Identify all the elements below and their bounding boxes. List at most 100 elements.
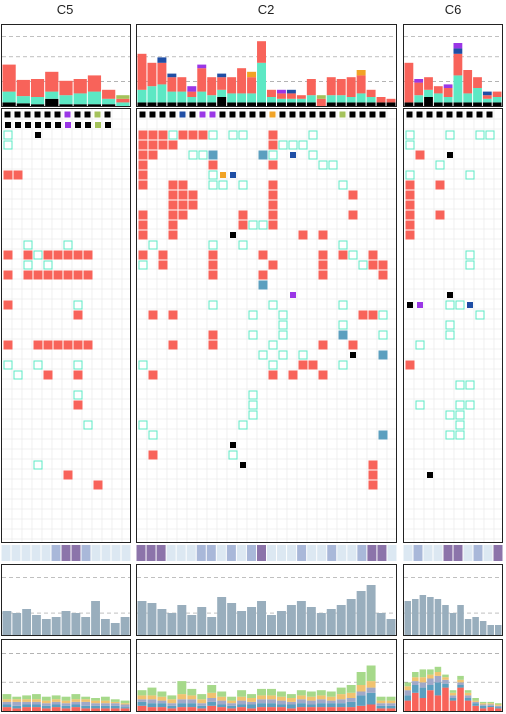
top-bar-black — [414, 102, 424, 106]
top-bar-teal — [336, 95, 346, 103]
cell-mutation-navy — [467, 302, 473, 308]
legend-marker — [339, 111, 346, 118]
top-bar-red — [87, 75, 102, 92]
stacked-bar-segment — [247, 704, 257, 709]
stacked-bar-segment — [356, 672, 366, 685]
top-bar-black — [30, 104, 45, 106]
cell-mutation-teal — [445, 410, 455, 420]
cell-mutation-teal — [378, 330, 388, 340]
stacked-bar-segment — [81, 699, 91, 702]
cell-mutation-teal — [455, 410, 465, 420]
top-bar-red — [177, 77, 187, 92]
gray-bar — [120, 617, 130, 635]
cell-mutation-red — [138, 180, 148, 190]
stacked-bar-segment — [2, 701, 12, 705]
annotation-strip-cell — [297, 545, 307, 561]
panel-title-c2: C2 — [258, 2, 275, 17]
top-bar-teal — [177, 91, 187, 103]
stacked-bar-segment — [147, 699, 157, 704]
stacked-bar-segment — [412, 685, 419, 693]
stacked-bar-segment — [376, 705, 386, 709]
cell-mutation-red — [405, 220, 415, 230]
annotation-strip-cell — [473, 545, 483, 561]
cell-mutation-red — [188, 190, 198, 200]
stacked-bar-segment — [237, 690, 247, 697]
cell-mutation-red — [298, 230, 308, 240]
annotation-strip-cell — [246, 545, 256, 561]
legend-marker — [279, 111, 286, 118]
top-bar-teal — [306, 95, 316, 103]
gray-bar — [207, 617, 217, 635]
cell-mutation-red — [158, 260, 168, 270]
stacked-bar-segment — [419, 669, 427, 678]
stacked-bar-segment — [167, 699, 177, 704]
cell-mutation-red — [83, 270, 93, 280]
cell-mutation-steel — [208, 150, 218, 160]
cell-mutation-teal — [358, 260, 368, 270]
gray-bar — [177, 605, 187, 635]
top-bar-teal — [207, 95, 217, 103]
legend-marker — [179, 111, 186, 118]
cell-mutation-teal — [3, 140, 13, 150]
annotation-strip-cell — [51, 545, 61, 561]
gray-bar — [487, 625, 494, 635]
stacked-bar-segment — [346, 692, 356, 698]
stacked-bar-segment — [110, 705, 120, 709]
stacked-bar-segment — [336, 699, 346, 704]
stacked-bar-segment — [157, 691, 167, 697]
cell-mutation-teal — [465, 260, 475, 270]
cell-mutation-teal — [3, 360, 13, 370]
top-bar-teal — [424, 89, 433, 97]
top-bar-red — [366, 89, 376, 97]
gray-bar — [464, 619, 472, 635]
cell-mutation-red — [148, 310, 158, 320]
annotation-strip-cell — [317, 545, 327, 561]
stacked-bar-segment — [419, 698, 427, 711]
cell-mutation-red — [208, 250, 218, 260]
stacked-bar-segment — [464, 700, 472, 711]
annotation-strip-cell — [267, 545, 277, 561]
top-bar-black — [102, 104, 116, 106]
top-bar-teal — [59, 95, 73, 105]
top-bar-black — [482, 102, 492, 106]
stacked-bar-segment — [12, 708, 22, 711]
top-bar-teal — [296, 98, 306, 103]
heatmap-frame — [1, 108, 131, 543]
cell-mutation-teal — [445, 130, 455, 140]
stacked-bar-segment — [167, 705, 177, 709]
stacked-bar-segment — [41, 696, 51, 701]
cell-mutation-teal — [475, 130, 485, 140]
stacked-bar-segment — [187, 703, 197, 708]
top-bar-red — [2, 64, 16, 92]
stacked-bar-segment — [404, 695, 412, 701]
gray-bar — [91, 601, 100, 635]
stacked-bar-segment — [177, 703, 187, 708]
cell-mutation-black — [350, 352, 356, 358]
top-bar-red — [217, 77, 227, 90]
stacked-bar-segment — [197, 703, 207, 706]
gray-bar — [267, 615, 276, 635]
top-bar-navy — [482, 91, 492, 96]
cell-mutation-teal — [248, 410, 258, 420]
legend-marker — [456, 111, 463, 118]
cell-mutation-teal — [238, 130, 248, 140]
stacked-bar-segment — [217, 700, 227, 705]
gray-bar — [419, 595, 427, 635]
stacked-bar-segment — [427, 674, 434, 679]
stacked-bar-segment — [167, 695, 177, 700]
top-bar-teal — [16, 96, 30, 104]
top-bar-teal — [227, 93, 237, 103]
cell-mutation-red — [208, 330, 218, 340]
stacked-bar-segment — [427, 678, 434, 685]
top-bar-black — [453, 102, 463, 106]
stacked-bar-segment — [61, 708, 71, 711]
stacked-bar-segment — [457, 675, 464, 680]
top-bar-black — [197, 102, 207, 106]
cell-mutation-teal — [148, 430, 158, 440]
stacked-bar-segment — [137, 690, 147, 696]
cell-mutation-teal — [278, 350, 288, 360]
top-bar-teal — [167, 91, 177, 103]
gray-bar — [137, 601, 147, 635]
legend-marker — [269, 111, 276, 118]
top-bar-black — [267, 102, 276, 106]
